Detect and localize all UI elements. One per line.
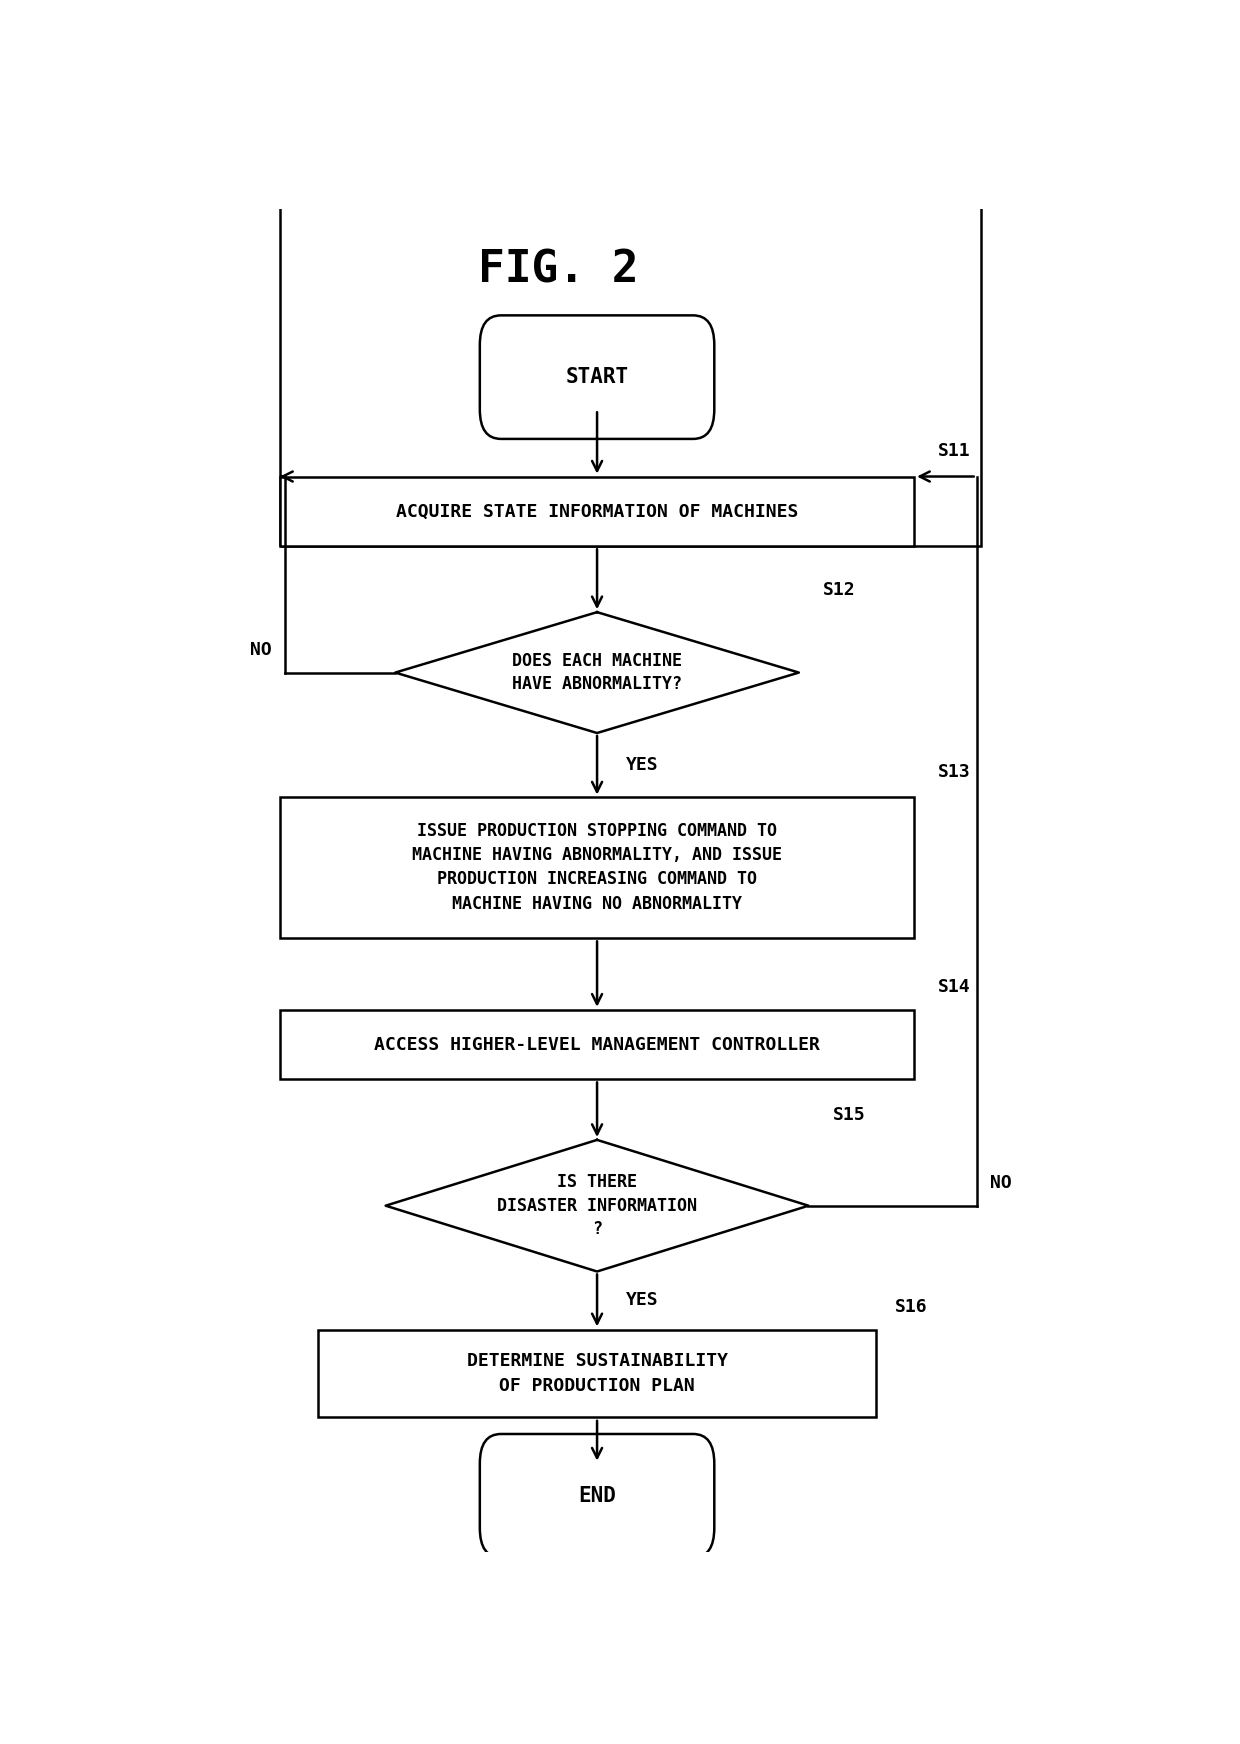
Text: S14: S14 [939,978,971,996]
Text: DETERMINE SUSTAINABILITY
OF PRODUCTION PLAN: DETERMINE SUSTAINABILITY OF PRODUCTION P… [466,1352,728,1395]
Text: YES: YES [626,1291,658,1310]
Text: IS THERE
DISASTER INFORMATION
?: IS THERE DISASTER INFORMATION ? [497,1174,697,1238]
Text: NO: NO [249,642,272,659]
Text: S13: S13 [939,762,971,781]
Polygon shape [386,1141,808,1271]
Polygon shape [396,612,799,732]
Bar [280,1010,914,1080]
FancyBboxPatch shape [480,1434,714,1557]
Text: S11: S11 [939,443,971,460]
Text: YES: YES [626,757,658,774]
Bar [280,797,914,938]
Text: DOES EACH MACHINE
HAVE ABNORMALITY?: DOES EACH MACHINE HAVE ABNORMALITY? [512,652,682,694]
Text: S15: S15 [832,1106,866,1123]
Text: NO: NO [990,1174,1012,1193]
Text: FIG. 2: FIG. 2 [479,248,639,291]
Text: ISSUE PRODUCTION STOPPING COMMAND TO
MACHINE HAVING ABNORMALITY, AND ISSUE
PRODU: ISSUE PRODUCTION STOPPING COMMAND TO MAC… [412,821,782,912]
Text: ACCESS HIGHER-LEVEL MANAGEMENT CONTROLLER: ACCESS HIGHER-LEVEL MANAGEMENT CONTROLLE… [374,1036,820,1053]
Text: S12: S12 [823,581,856,598]
Text: START: START [565,368,629,387]
Text: S16: S16 [895,1299,928,1317]
Bar [280,0,982,546]
Bar [280,476,914,546]
Bar [319,1331,875,1418]
Text: ACQUIRE STATE INFORMATION OF MACHINES: ACQUIRE STATE INFORMATION OF MACHINES [396,502,799,520]
FancyBboxPatch shape [480,316,714,439]
Text: END: END [578,1486,616,1505]
